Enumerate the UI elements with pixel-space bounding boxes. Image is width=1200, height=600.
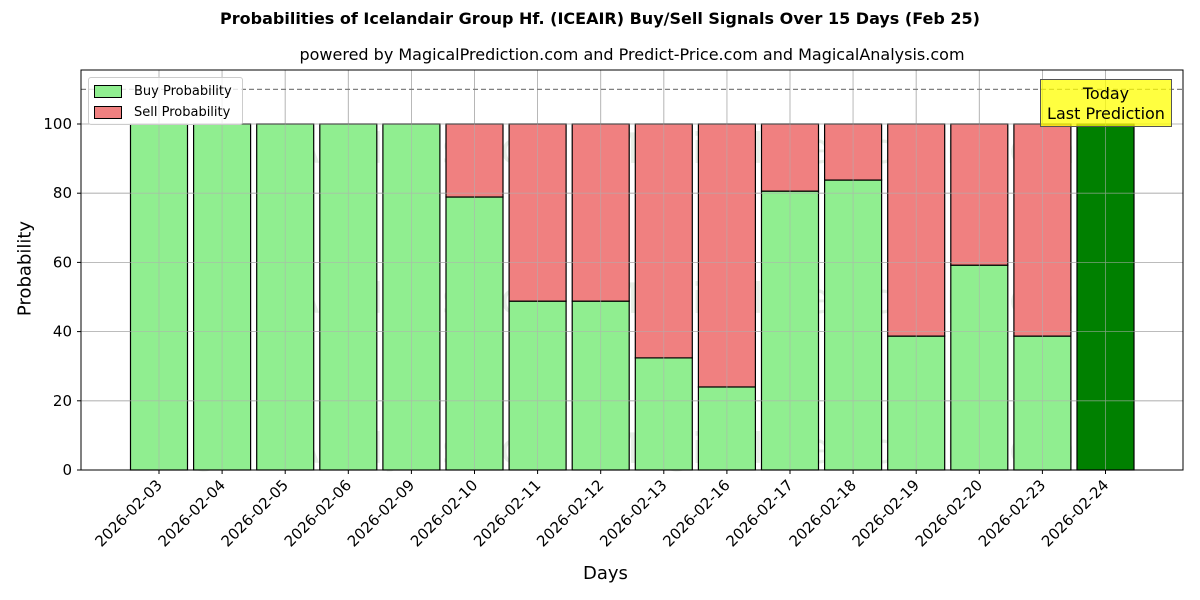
y-axis-label: Probability (14, 220, 36, 317)
today-annotation-line1: Today (1082, 84, 1130, 103)
legend-label-buy: Buy Probability (134, 83, 232, 99)
x-axis: 2026-02-032026-02-042026-02-052026-02-06… (91, 470, 1112, 550)
y-tick-label: 100 (43, 115, 72, 133)
chart-title: Probabilities of Icelandair Group Hf. (I… (220, 9, 980, 28)
x-tick-label: 2026-02-12 (533, 476, 607, 550)
x-tick-label: 2026-02-10 (407, 476, 481, 550)
plot-frame (80, 69, 1184, 471)
legend-label-sell: Sell Probability (134, 104, 231, 120)
gridlines (81, 70, 1183, 471)
legend-item-buy: Buy Probability (93, 82, 232, 100)
x-tick-label: 2026-02-13 (596, 476, 670, 550)
x-tick-label: 2026-02-24 (1038, 476, 1112, 550)
y-tick-label: 60 (53, 253, 72, 271)
chart-subtitle: powered by MagicalPrediction.com and Pre… (299, 45, 965, 64)
x-tick-label: 2026-02-03 (91, 476, 165, 550)
x-tick-label: 2026-02-09 (344, 476, 418, 550)
x-tick-label: 2026-02-16 (659, 476, 733, 550)
x-tick-label: 2026-02-04 (155, 476, 229, 550)
legend-item-sell: Sell Probability (93, 103, 230, 121)
x-tick-label: 2026-02-17 (722, 476, 796, 550)
x-tick-label: 2026-02-11 (470, 476, 544, 550)
y-tick-label: 40 (53, 323, 72, 341)
x-tick-label: 2026-02-19 (849, 476, 923, 550)
y-tick-label: 0 (62, 461, 72, 479)
today-annotation: Today Last Prediction (1040, 79, 1172, 127)
x-tick-label: 2026-02-18 (786, 476, 860, 550)
buy-swatch-icon (94, 84, 122, 98)
sell-swatch-icon (94, 105, 122, 119)
y-axis: 0 20 40 60 80 100 (43, 115, 81, 479)
y-tick-label: 80 (53, 184, 72, 202)
x-tick-label: 2026-02-06 (281, 476, 355, 550)
legend: Buy Probability Sell Probability (88, 77, 243, 125)
x-tick-label: 2026-02-23 (975, 476, 1049, 550)
x-tick-label: 2026-02-05 (218, 476, 292, 550)
x-tick-label: 2026-02-20 (912, 476, 986, 550)
x-axis-label: Days (583, 563, 628, 584)
today-annotation-line2: Last Prediction (1047, 104, 1165, 123)
y-tick-label: 20 (53, 392, 72, 410)
